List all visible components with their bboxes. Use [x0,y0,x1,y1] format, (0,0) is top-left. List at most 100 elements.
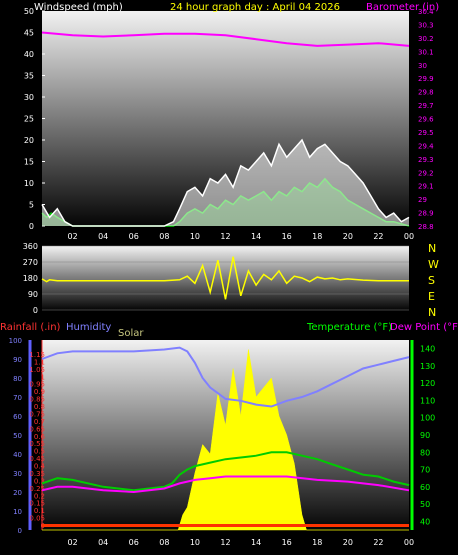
hour-tick-label: 20 [343,232,353,241]
humidity-tick-label: 0 [18,527,22,535]
barometer-tick-label: 29.3 [418,156,434,164]
barometer-tick-label: 29.7 [418,102,434,110]
wind-tick-label: 25 [24,115,34,124]
hour-tick-label: 18 [312,232,322,241]
hour-tick-label: 02 [67,538,77,547]
hour-tick-label: 04 [98,232,108,241]
hour-tick-label: 20 [343,538,353,547]
humidity-tick-label: 20 [13,489,22,497]
wind-tick-label: 15 [24,158,34,167]
hour-tick-label: 04 [98,538,108,547]
humidity-label: Humidity [66,322,111,333]
rainfall-tick-label: 0.95 [29,381,45,389]
humidity-tick-label: 100 [9,337,22,345]
barometer-tick-label: 29.9 [418,75,434,83]
temperature-tick-label: 60 [420,483,430,492]
direction-tick-label: 90 [28,290,38,299]
compass-label: W [428,258,439,271]
temperature-line [41,451,410,492]
hour-tick-label: 14 [251,232,261,241]
compass-label: E [428,290,435,303]
barometer-tick-label: 30 [418,62,427,70]
temperature-tick-label: 100 [420,414,435,423]
rainfall-tick-label: 1.1 [34,358,45,366]
temperature-tick-label: 70 [420,466,430,475]
rainfall-tick-label: 0.65 [29,425,45,433]
rainfall-tick-label: 1.15 [29,351,45,359]
rainfall-tick-label: 0.35 [29,470,45,478]
compass-label: S [428,274,435,287]
hour-tick-label: 16 [282,538,292,547]
hour-tick-label: 00 [404,232,414,241]
humidity-tick-label: 30 [13,470,22,478]
rainfall-tick-label: 0.55 [29,440,45,448]
rainfall-tick-label: 0.1 [34,507,45,515]
graph-title: 24 hour graph day : April 04 2026 [170,2,340,13]
humidity-tick-label: 70 [13,394,22,402]
rainfall-tick-label: 0.5 [34,448,45,456]
temperature-tick-label: 80 [420,448,430,457]
wind-direction-line [41,256,409,300]
rainfall-tick-label: 0.85 [29,396,45,404]
hour-tick-label: 02 [67,232,77,241]
hour-tick-label: 22 [373,232,383,241]
barometer-tick-label: 30.1 [418,48,434,56]
hour-tick-label: 06 [129,232,139,241]
rainfall-tick-label: 0.6 [34,433,46,441]
hour-tick-label: 08 [159,538,169,547]
hour-tick-label: 10 [190,232,200,241]
humidity-tick-label: 50 [13,432,22,440]
wind-tick-label: 0 [29,222,34,231]
wind-gust-area [42,140,409,226]
rainfall-label: Rainfall (.in) [0,322,61,333]
temperature-label: Temperature (°F) [306,322,392,333]
rainfall-tick-label: 1.05 [29,366,45,374]
temperature-tick-label: 40 [420,517,430,526]
wind-tick-label: 30 [24,93,34,102]
rainfall-tick-label: 0.05 [29,515,45,523]
temperature-tick-label: 90 [420,431,430,440]
rainfall-tick-label: 0.15 [29,500,45,508]
compass-label: N [428,242,436,255]
barometer-tick-label: 29.1 [418,183,434,191]
hour-tick-label: 10 [190,538,200,547]
direction-tick-label: 0 [33,306,38,315]
barometer-tick-label: 29.5 [418,129,434,137]
barometer-tick-label: 28.9 [418,210,434,218]
solar-area [42,349,409,531]
rainfall-tick-label: 0.2 [34,492,45,500]
humidity-tick-label: 90 [13,356,22,364]
barometer-tick-label: 29 [418,196,427,204]
dewpoint-line [41,475,410,494]
barometer-tick-label: 30.3 [418,21,434,29]
wind-tick-label: 10 [24,179,34,188]
compass-label: N [428,306,436,319]
direction-tick-label: 180 [23,274,38,283]
wind-tick-label: 45 [24,29,34,38]
barometer-tick-label: 28.8 [418,223,434,231]
hour-tick-label: 12 [220,538,230,547]
wind-tick-label: 5 [29,201,34,210]
hour-tick-label: 00 [404,538,414,547]
barometer-tick-label: 30.2 [418,35,434,43]
temperature-tick-label: 50 [420,500,430,509]
solar-label: Solar [118,328,144,339]
rainfall-tick-label: 0.3 [34,477,45,485]
wind-tick-label: 50 [24,7,34,16]
rainfall-tick-label: 0.7 [34,418,45,426]
barometer-tick-label: 29.8 [418,89,434,97]
barometer-tick-label: 29.4 [418,142,434,150]
wind-tick-label: 40 [24,50,34,59]
temperature-tick-label: 130 [420,362,435,371]
humidity-tick-label: 10 [13,508,22,516]
wind-tick-label: 20 [24,136,34,145]
hour-tick-label: 18 [312,538,322,547]
humidity-tick-label: 60 [13,413,22,421]
rainfall-tick-label: 0.25 [29,485,45,493]
rainfall-tick-label: 0.9 [34,388,45,396]
temperature-tick-label: 110 [420,396,435,405]
barometer-tick-label: 29.6 [418,116,434,124]
hour-tick-label: 22 [373,538,383,547]
direction-tick-label: 360 [23,242,38,251]
